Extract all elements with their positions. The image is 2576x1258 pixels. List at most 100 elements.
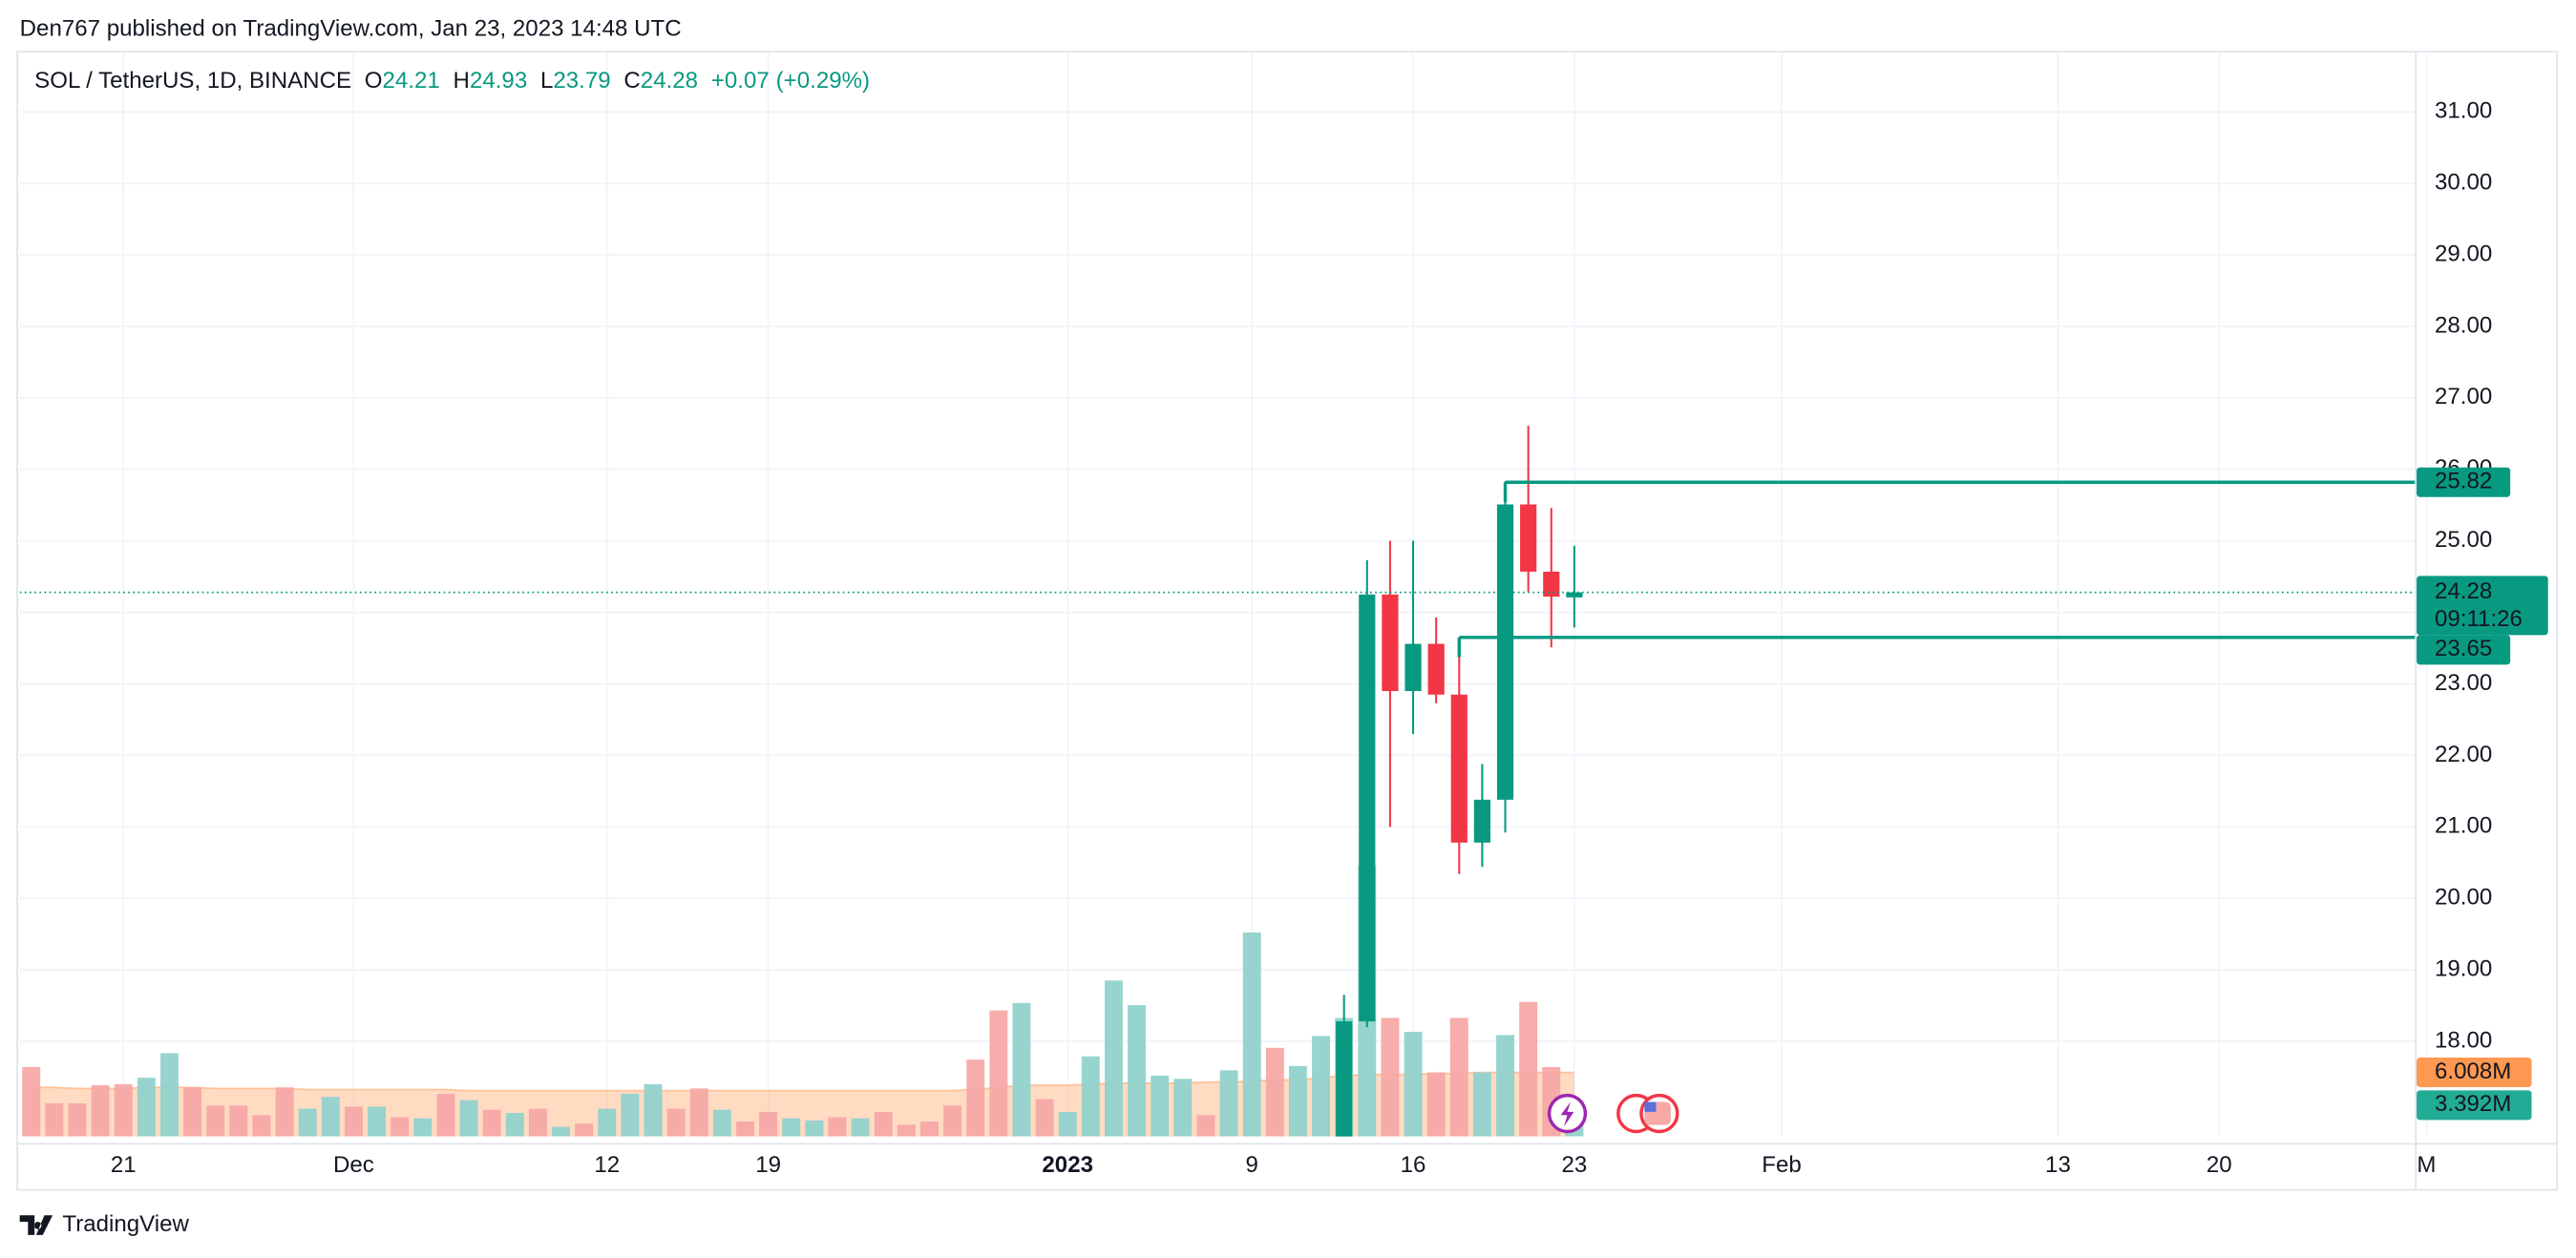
volume-bar — [459, 1100, 478, 1137]
volume-bar — [644, 1083, 663, 1137]
volume-bar — [736, 1122, 754, 1137]
x-tick-label: 23 — [1562, 1152, 1588, 1178]
volume-bar — [1381, 1017, 1400, 1137]
open-label: O — [365, 68, 383, 94]
chart-frame — [16, 51, 2559, 1191]
change: +0.07 — [711, 68, 770, 94]
x-tick-label: 21 — [111, 1152, 137, 1178]
volume-bar — [759, 1111, 778, 1137]
volume-bar — [1449, 1017, 1468, 1137]
volume-bar — [1496, 1035, 1514, 1137]
lightning-icon — [1560, 1101, 1574, 1127]
event-icons — [1547, 1093, 1679, 1134]
volume-ma-label: 6.008M — [2435, 1059, 2511, 1084]
y-tick-label: 30.00 — [2435, 170, 2492, 196]
volume-bar — [391, 1117, 410, 1137]
last-price-label: 24.28 — [2435, 578, 2492, 604]
volume-bar — [91, 1084, 110, 1137]
volume-bar — [1105, 980, 1123, 1137]
y-tick-label: 18.00 — [2435, 1027, 2492, 1053]
x-tick-label: M — [2417, 1152, 2436, 1178]
y-tick-label: 23.00 — [2435, 670, 2492, 696]
symbol: SOL / TetherUS, 1D, BINANCE — [34, 68, 351, 94]
volume-bar — [598, 1108, 617, 1137]
volume-bar — [943, 1105, 962, 1137]
x-tick-label: 19 — [755, 1152, 781, 1178]
volume-bar — [1472, 1072, 1491, 1137]
volume-bar — [1151, 1075, 1170, 1137]
high-value: 24.93 — [470, 68, 527, 94]
volume-bar — [712, 1109, 731, 1137]
volume-bar — [689, 1088, 708, 1137]
axes: 18.0019.0020.0021.0022.0023.0024.0025.00… — [111, 98, 2548, 1178]
close-value: 24.28 — [641, 68, 698, 94]
candle-body — [1520, 504, 1537, 572]
volume-bar — [275, 1087, 294, 1137]
candle-body — [1359, 594, 1376, 1022]
brand: TradingView — [19, 1211, 190, 1237]
volume-bar — [482, 1109, 501, 1137]
volume-bar — [22, 1066, 41, 1137]
volume-bar — [528, 1108, 547, 1137]
candle-body — [1336, 1021, 1353, 1137]
x-tick-label: Feb — [1762, 1152, 1802, 1178]
volume-bar — [68, 1102, 87, 1137]
volume-bar — [1404, 1032, 1423, 1137]
volume-bar — [1035, 1099, 1054, 1137]
high-label: H — [454, 68, 470, 94]
price-line-label: 23.65 — [2435, 636, 2492, 661]
x-tick-label: 13 — [2045, 1152, 2071, 1178]
volume-bar — [229, 1105, 248, 1137]
volume-bar — [897, 1124, 916, 1137]
volume-bar — [828, 1117, 847, 1137]
y-tick-label: 22.00 — [2435, 742, 2492, 767]
candle-body — [1404, 643, 1422, 691]
volume-bar — [1012, 1002, 1031, 1137]
x-tick-label: 20 — [2206, 1152, 2232, 1178]
low-value: 23.79 — [553, 68, 610, 94]
candle-pane — [19, 426, 2416, 1137]
candle-body — [1543, 571, 1560, 598]
volume-bar — [183, 1087, 202, 1137]
volume-bar — [552, 1126, 571, 1137]
change-percent: (+0.29%) — [776, 68, 870, 94]
brand-name: TradingView — [62, 1211, 189, 1237]
volume-box — [2417, 1090, 2532, 1121]
volume-pane — [22, 865, 1584, 1137]
candle-body — [1566, 592, 1583, 598]
volume-bar — [413, 1118, 433, 1137]
low-label: L — [540, 68, 553, 94]
volume-bar — [160, 1053, 179, 1137]
flag-canton — [1644, 1101, 1657, 1112]
volume-bar — [252, 1115, 271, 1137]
volume-bar — [1058, 1111, 1077, 1137]
y-tick-label: 31.00 — [2435, 98, 2492, 124]
countdown-label: 09:11:26 — [2435, 606, 2523, 632]
volume-bar — [137, 1078, 156, 1137]
volume-bar — [1242, 932, 1261, 1137]
x-tick-label: 12 — [594, 1152, 620, 1178]
volume-bar — [344, 1106, 363, 1137]
volume-bar — [436, 1093, 455, 1137]
volume-bar — [805, 1120, 824, 1137]
volume-bar — [851, 1118, 870, 1137]
close-label: C — [623, 68, 640, 94]
candle-body — [1473, 799, 1491, 843]
last-price-box — [2417, 576, 2548, 636]
volume-bar — [1265, 1047, 1284, 1137]
volume-bar — [1288, 1065, 1307, 1137]
volume-bar — [298, 1108, 317, 1137]
x-tick-label: 2023 — [1042, 1152, 1093, 1178]
volume-bar — [782, 1118, 801, 1137]
volume-bar — [1196, 1115, 1215, 1137]
volume-ma-box — [2417, 1057, 2532, 1087]
volume-bar — [45, 1102, 64, 1137]
candle-body — [1382, 594, 1399, 691]
open-value: 24.21 — [383, 68, 440, 94]
price-line-box — [2417, 635, 2511, 665]
candle-body — [1496, 504, 1514, 800]
legend: SOL / TetherUS, 1D, BINANCE O24.21 H24.93 L… — [34, 68, 870, 94]
volume-bar — [575, 1123, 594, 1137]
y-tick-label: 29.00 — [2435, 241, 2492, 266]
y-tick-label: 25.00 — [2435, 527, 2492, 553]
